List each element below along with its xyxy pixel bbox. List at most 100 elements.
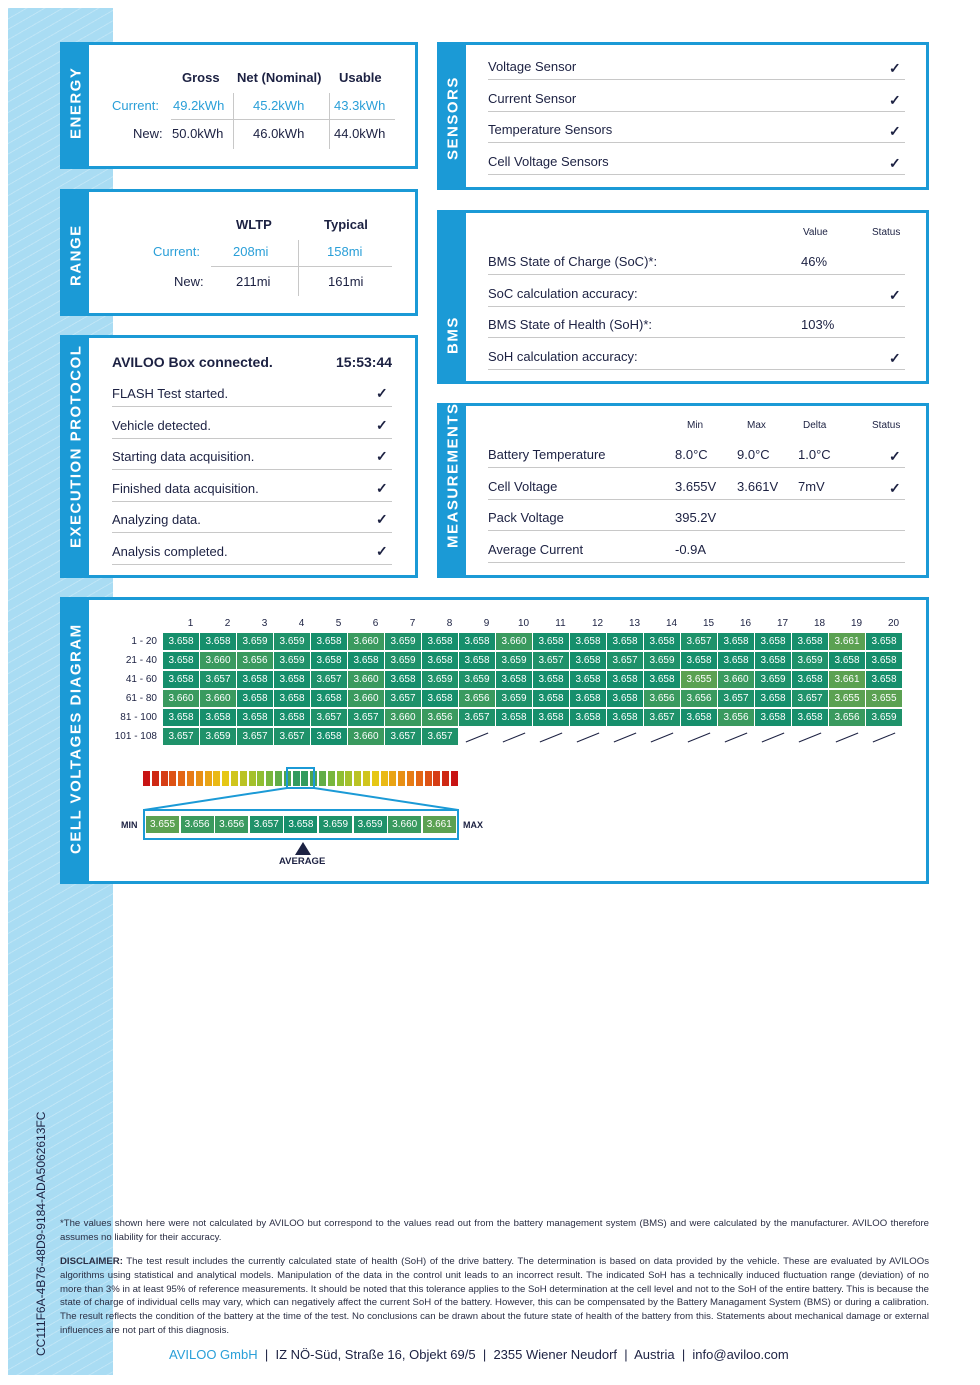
check-icon: ✓ <box>889 286 901 303</box>
min-label: MIN <box>121 820 138 830</box>
check-icon: ✓ <box>889 123 901 139</box>
divider <box>488 498 905 500</box>
cell-voltage: 3.656 <box>459 690 495 707</box>
cell-voltage: 3.658 <box>422 633 458 650</box>
color-bar-segment <box>204 771 212 786</box>
cell-voltage: 3.658 <box>422 652 458 669</box>
cell-voltage: 3.656 <box>644 690 680 707</box>
step-label: Vehicle detected. <box>112 417 212 433</box>
check-icon: ✓ <box>889 60 901 76</box>
color-bar-segment <box>231 771 238 786</box>
color-bar-segment <box>143 771 150 786</box>
measurement-min: 8.0°C <box>675 447 708 462</box>
cell-voltage: 3.658 <box>570 690 606 707</box>
cell-voltage: 3.658 <box>792 671 828 688</box>
cell-voltage: 3.658 <box>237 690 273 707</box>
cell-voltage: 3.658 <box>570 633 606 650</box>
cell-voltage: 3.659 <box>385 652 421 669</box>
cell-voltage: 3.659 <box>644 652 680 669</box>
disclaimer-label: DISCLAIMER: <box>60 1256 123 1267</box>
step-label: Analyzing data. <box>112 512 201 527</box>
color-bar-segment <box>319 771 326 786</box>
cell-voltage: 3.658 <box>311 690 347 707</box>
cell-voltage: 3.656 <box>681 690 717 707</box>
cell-voltage: 3.658 <box>237 671 273 688</box>
color-bar-segment <box>336 771 344 786</box>
new-wltp: 211mi <box>236 274 271 289</box>
check-icon: ✓ <box>889 154 901 171</box>
bms-tag: BMS <box>440 213 466 381</box>
city: 2355 Wiener Neudorf <box>493 1347 618 1362</box>
cell-voltage: 3.658 <box>644 671 680 688</box>
cell-voltage: 3.658 <box>755 690 791 707</box>
cell-voltage: 3.660 <box>348 671 384 688</box>
cell-voltage: 3.656 <box>237 652 273 669</box>
bms-label: SoC calculation accuracy: <box>488 285 638 301</box>
step-label: Analysis completed. <box>112 543 228 559</box>
row-label: 61 - 80 <box>125 693 157 704</box>
divider <box>112 469 392 470</box>
check-icon: ✓ <box>889 91 901 108</box>
cell-voltage: 3.659 <box>274 652 310 669</box>
cell-voltage: 3.660 <box>496 633 532 650</box>
cell-voltage: 3.657 <box>237 728 273 745</box>
color-bar-segment <box>327 771 335 786</box>
column-number: 13 <box>628 618 641 629</box>
email-link[interactable]: info@aviloo.com <box>692 1347 789 1362</box>
measurement-delta: 7mV <box>798 478 825 494</box>
measurement-label: Average Current <box>488 541 584 557</box>
cell-voltage: 3.658 <box>755 652 791 669</box>
cell-voltage: 3.658 <box>607 671 643 688</box>
footnote: *The values shown here were not calculat… <box>60 1218 929 1243</box>
time: 15:53:44 <box>336 354 393 370</box>
color-bar-segment <box>433 771 441 786</box>
divider <box>488 110 905 112</box>
cell-voltage: 3.659 <box>422 671 458 688</box>
column-number: 7 <box>409 618 416 629</box>
color-bar-segment <box>151 771 159 786</box>
scale-cell: 3.659 <box>353 816 387 833</box>
cell-voltage: 3.658 <box>607 709 643 726</box>
cell-voltage: 3.659 <box>496 652 532 669</box>
cell-voltage: 3.658 <box>422 690 458 707</box>
check-icon: ✓ <box>376 385 388 401</box>
color-bar-segment <box>301 771 309 786</box>
color-bar-segment <box>213 771 221 786</box>
cell-voltage: 3.660 <box>718 671 754 688</box>
cell-voltage: 3.658 <box>866 671 902 688</box>
cell-voltage: 3.658 <box>792 709 828 726</box>
color-bar-segment <box>345 771 353 786</box>
column-number: 8 <box>446 618 453 629</box>
color-bar-segment <box>424 771 432 786</box>
divider <box>488 142 905 143</box>
column-number: 12 <box>591 618 604 629</box>
col-wltp: WLTP <box>236 217 272 232</box>
range-panel: RANGE WLTP Typical Current: 208mi 158mi … <box>60 189 418 316</box>
col-status: Status <box>872 420 901 431</box>
color-bar-segment <box>195 771 203 786</box>
cell-voltage: 3.658 <box>311 728 347 745</box>
cell-voltage: 3.658 <box>533 709 569 726</box>
col-max: Max <box>747 420 766 431</box>
col-usable: Usable <box>339 70 382 85</box>
cell-voltage: 3.658 <box>718 652 754 669</box>
cell-voltage: 3.656 <box>422 709 458 726</box>
cells-tag: CELL VOLTAGES DIAGRAM <box>63 600 89 881</box>
measurement-max: 9.0°C <box>737 447 770 462</box>
color-bar-segment <box>415 771 423 786</box>
street: IZ NÖ-Süd, Straße 16, Objekt 69/5 <box>275 1347 476 1362</box>
country: Austria <box>634 1347 675 1362</box>
range-tag: RANGE <box>63 192 89 313</box>
measurement-label: Battery Temperature <box>488 447 606 462</box>
divider <box>112 532 392 533</box>
check-icon: ✓ <box>889 479 901 496</box>
col-net: Net (Nominal) <box>237 70 322 85</box>
color-bar-segment <box>169 771 177 786</box>
step-label: FLASH Test started. <box>112 386 229 401</box>
current-label: Current: <box>153 244 200 259</box>
cell-voltage: 3.661 <box>829 671 865 688</box>
col-status: Status <box>872 227 901 238</box>
document-id: CC111F6A-4B76-48D9-9184-ADA5062613FC <box>34 1111 48 1356</box>
cell-voltage: 3.658 <box>274 709 310 726</box>
measurement-label: Cell Voltage <box>488 478 558 494</box>
